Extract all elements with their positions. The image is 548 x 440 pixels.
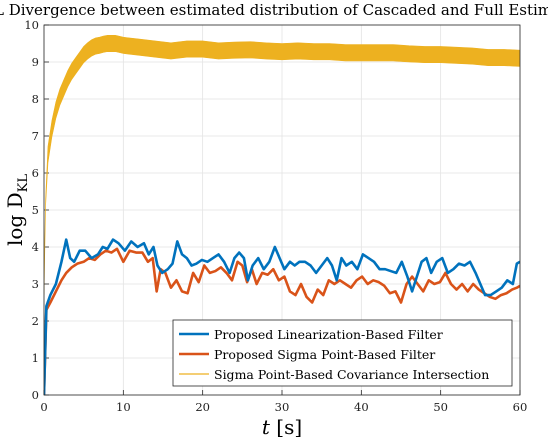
x-tick-labels: 0 10 20 30 40 50 60 bbox=[40, 400, 527, 414]
y-axis-label: log DKL bbox=[3, 174, 31, 246]
y-tick-label: 2 bbox=[32, 314, 39, 328]
x-tick-label: 10 bbox=[116, 400, 131, 414]
y-tick-label: 5 bbox=[32, 203, 39, 217]
y-tick-label: 1 bbox=[32, 351, 39, 365]
legend-label: Proposed Sigma Point-Based Filter bbox=[214, 347, 435, 362]
y-tick-labels: 0 1 2 3 4 5 6 7 8 9 10 bbox=[24, 18, 39, 402]
y-tick-label: 10 bbox=[24, 18, 39, 32]
y-tick-label: 3 bbox=[32, 277, 39, 291]
series-ci-band bbox=[44, 35, 520, 295]
series-linearization-line bbox=[44, 238, 520, 395]
x-axis-label: t [s] bbox=[262, 415, 302, 439]
x-tick-label: 0 bbox=[40, 400, 47, 414]
x-tick-label: 30 bbox=[275, 400, 290, 414]
y-tick-label: 4 bbox=[32, 240, 39, 254]
data-series bbox=[44, 35, 520, 395]
series-sigma-point-line bbox=[44, 247, 520, 395]
x-tick-label: 20 bbox=[195, 400, 210, 414]
legend-box bbox=[172, 319, 513, 387]
y-tick-label: 9 bbox=[32, 55, 39, 69]
x-tick-label: 40 bbox=[354, 400, 369, 414]
y-tick-label: 6 bbox=[32, 166, 39, 180]
plot-frame bbox=[43, 24, 521, 396]
legend-label: Proposed Linearization-Based Filter bbox=[214, 327, 443, 342]
legend: Proposed Linearization-Based Filter Propo… bbox=[172, 319, 513, 387]
y-tick-label: 0 bbox=[32, 388, 39, 402]
y-tick-label: 7 bbox=[32, 129, 39, 143]
y-tick-label: 8 bbox=[32, 92, 39, 106]
legend-label: Sigma Point-Based Covariance Intersectio… bbox=[214, 367, 489, 382]
chart-title: KL Divergence between estimated distribu… bbox=[0, 1, 548, 19]
x-tick-label: 50 bbox=[433, 400, 448, 414]
x-tick-label: 60 bbox=[513, 400, 528, 414]
